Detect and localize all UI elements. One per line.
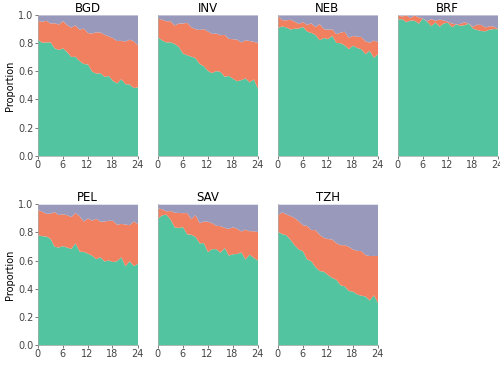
Title: BGD: BGD bbox=[74, 2, 101, 15]
Title: SAV: SAV bbox=[196, 191, 219, 204]
Title: INV: INV bbox=[198, 2, 218, 15]
Title: NEB: NEB bbox=[316, 2, 340, 15]
Title: TZH: TZH bbox=[316, 191, 340, 204]
Title: PEL: PEL bbox=[77, 191, 98, 204]
Y-axis label: Proportion: Proportion bbox=[5, 60, 15, 110]
Y-axis label: Proportion: Proportion bbox=[5, 250, 15, 300]
Title: BRF: BRF bbox=[436, 2, 459, 15]
